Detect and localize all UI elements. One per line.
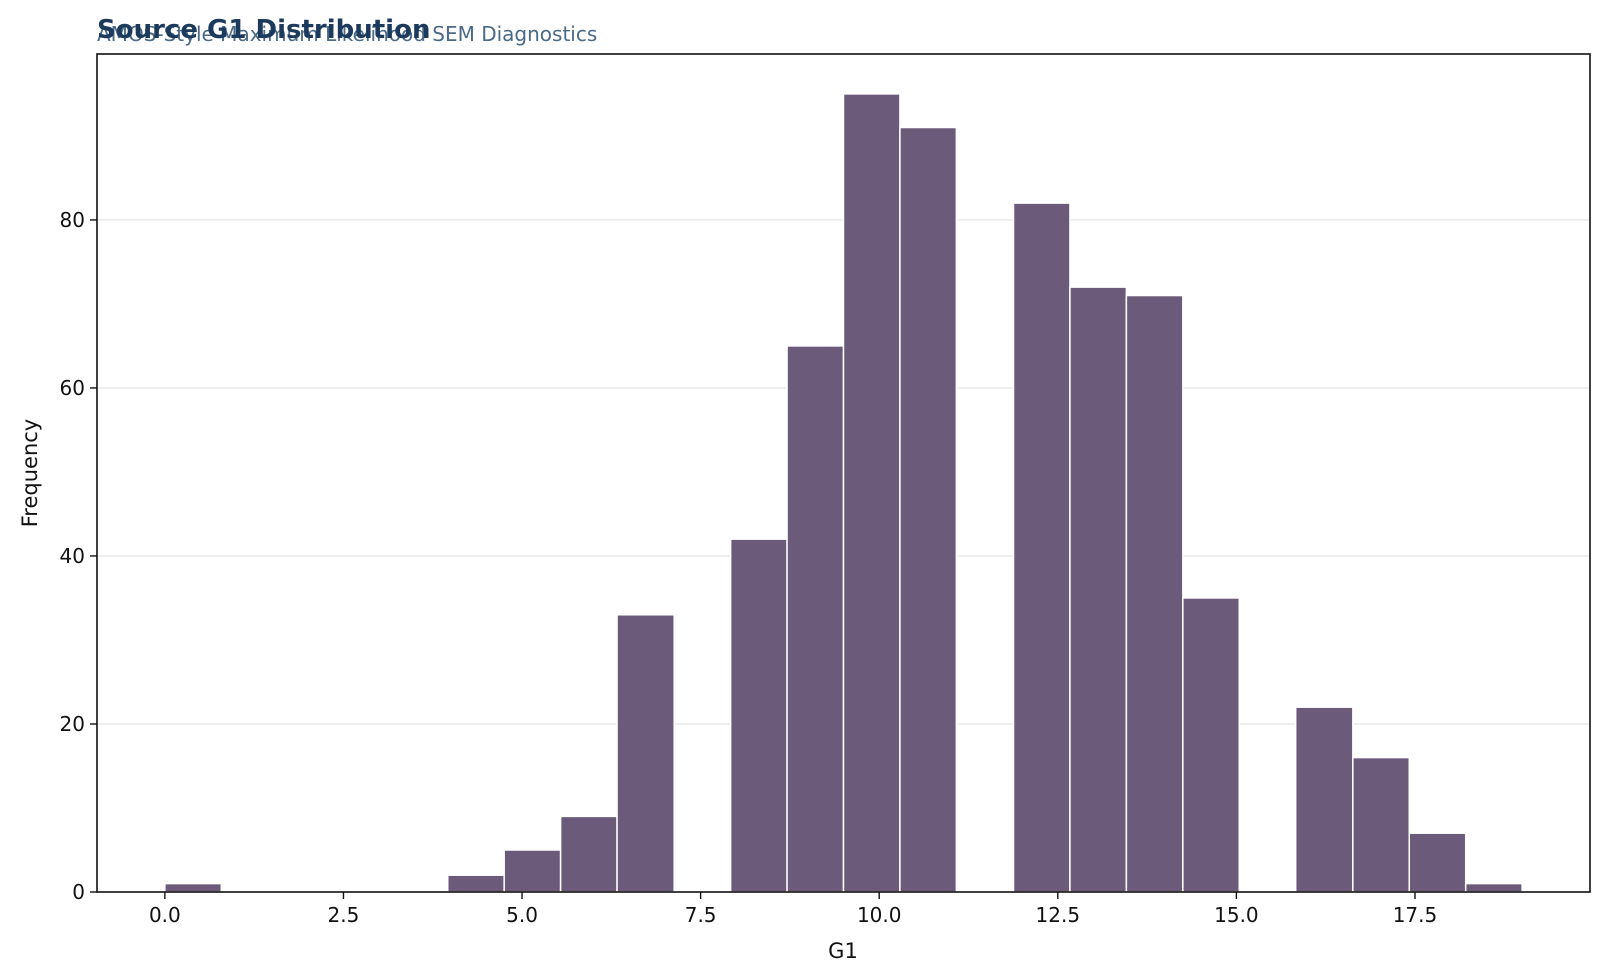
x-tick-label: 17.5 — [1393, 903, 1438, 927]
histogram-bar — [899, 126, 958, 893]
histogram-bar — [1352, 756, 1411, 893]
histogram-bar — [729, 538, 788, 893]
histogram-bar — [164, 882, 223, 893]
x-tick-label: 2.5 — [328, 903, 360, 927]
x-axis-label: G1 — [828, 939, 858, 963]
histogram-bar — [1408, 832, 1467, 893]
histogram-bar — [786, 345, 845, 893]
y-axis-ticks: 0 20 40 60 80 — [60, 208, 97, 904]
histogram-bar — [446, 874, 505, 893]
x-tick-label: 10.0 — [857, 903, 902, 927]
y-axis-label: Frequency — [18, 419, 42, 528]
histogram-bar — [1012, 202, 1071, 893]
plot-frame — [96, 53, 1591, 893]
histogram-bar — [503, 849, 562, 893]
y-tick-label: 20 — [60, 712, 85, 736]
x-tick-label: 12.5 — [1036, 903, 1081, 927]
x-tick-label: 0.0 — [149, 903, 181, 927]
y-tick-label: 0 — [72, 880, 85, 904]
y-tick-label: 60 — [60, 376, 85, 400]
y-tick-label: 80 — [60, 208, 85, 232]
histogram-bar — [1125, 294, 1184, 893]
x-tick-label: 5.0 — [506, 903, 538, 927]
x-axis-ticks: 0.0 2.5 5.0 7.5 10.0 12.5 15.0 17.5 — [149, 892, 1437, 927]
x-tick-label: 15.0 — [1214, 903, 1259, 927]
chart-subtitle: AMOS-Style Maximum Likelihood SEM Diagno… — [97, 22, 597, 46]
histogram-bar — [1464, 882, 1523, 893]
chart-title: Source G1 Distribution — [97, 15, 430, 45]
histogram-bar — [616, 614, 675, 893]
histogram-bar — [1294, 706, 1354, 893]
histogram-bar — [1069, 286, 1128, 893]
histogram-bar — [842, 93, 901, 893]
x-tick-label: 7.5 — [685, 903, 717, 927]
y-tick-label: 40 — [60, 544, 85, 568]
histogram-bar — [1182, 597, 1241, 893]
histogram-bars — [164, 93, 1523, 893]
histogram-bar — [559, 815, 618, 893]
